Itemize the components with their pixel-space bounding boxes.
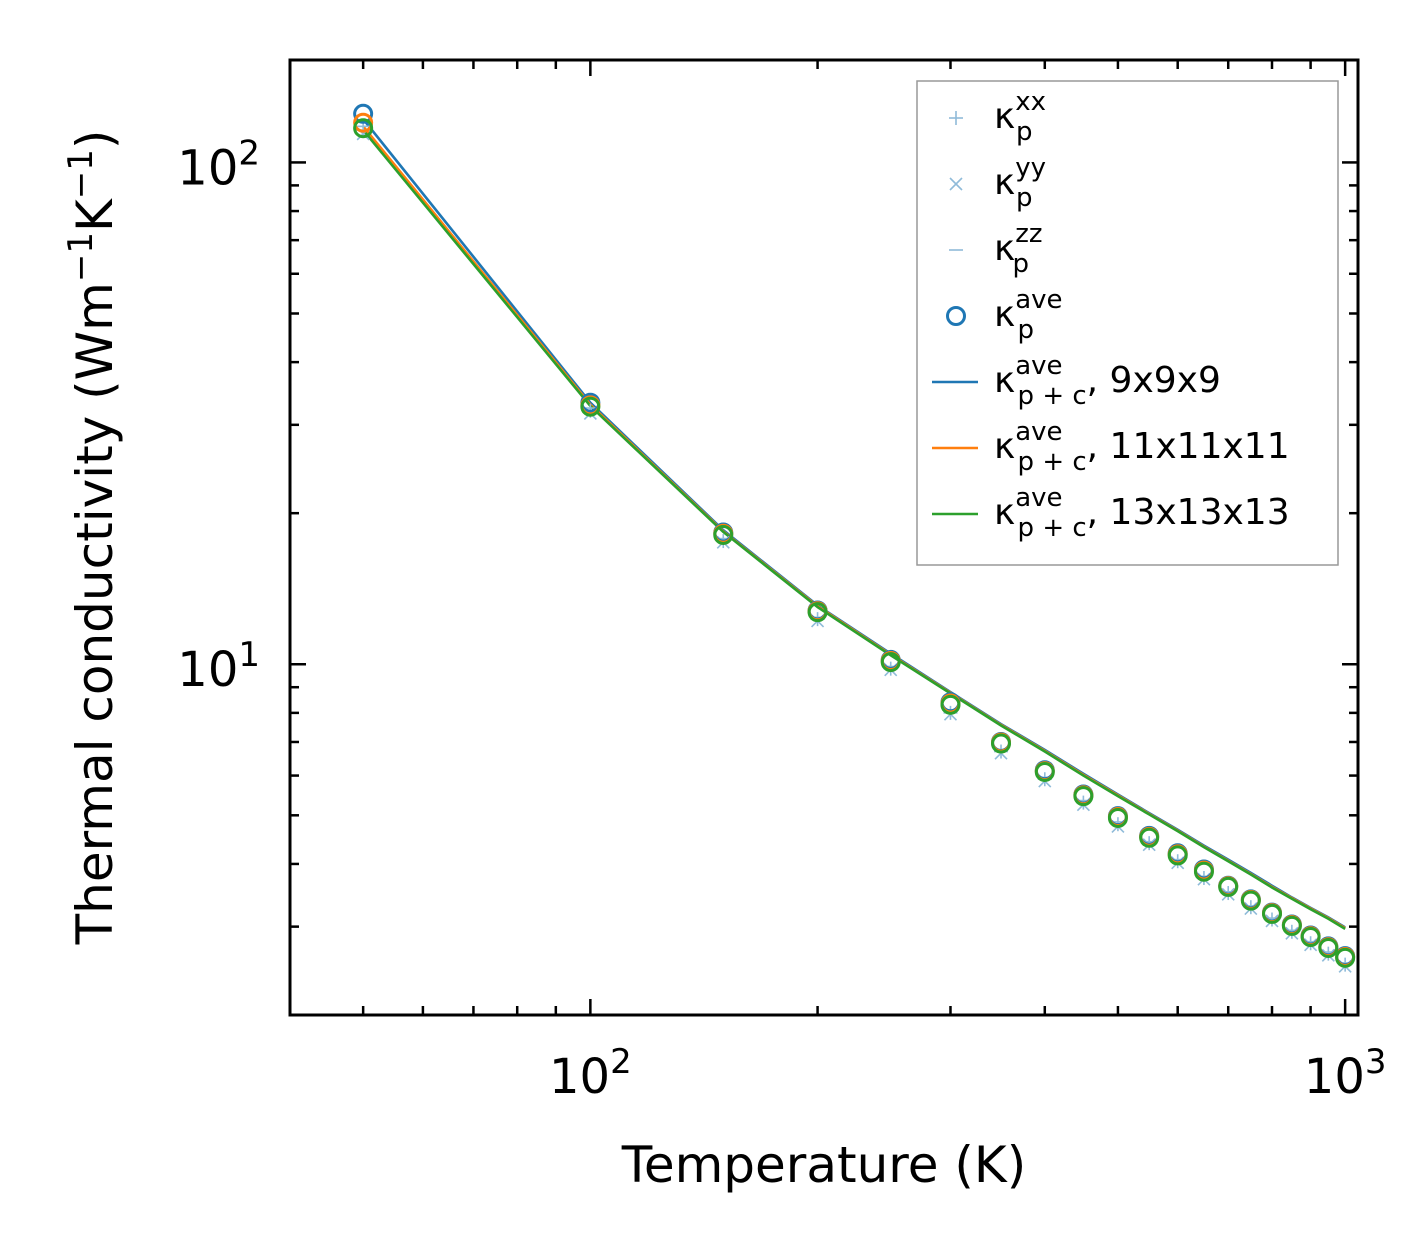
marker-kave-green	[880, 652, 901, 673]
marker-kave	[353, 103, 374, 124]
marker-kave-green	[1073, 786, 1094, 807]
y-tick-label: 101	[177, 635, 260, 698]
series-line-13x13x13	[362, 129, 1346, 930]
plot-area	[353, 103, 1356, 973]
marker-kave-green	[1193, 861, 1214, 882]
marker-kave-orange	[353, 112, 374, 133]
marker-kave-green	[1261, 903, 1282, 924]
marker-kave-green	[1281, 915, 1302, 936]
legend-swatch-kyy	[949, 177, 963, 191]
legend-entry-kyy: κyy p	[949, 153, 1046, 213]
legend-label-kyy: κyy p	[994, 153, 1046, 213]
marker-kave-green	[1318, 937, 1339, 958]
marker-kave-green	[991, 733, 1012, 754]
plot-frame	[288, 58, 1360, 1017]
tick-labels: 102 103 101 102	[177, 133, 1386, 1105]
marker-kave-green	[1139, 827, 1160, 848]
marker-kave-green	[1034, 761, 1055, 782]
x-tick-label: 102	[549, 1042, 632, 1105]
marker-kave-green	[940, 694, 961, 715]
marker-kave-green	[1167, 845, 1188, 866]
marker-kave-green	[1335, 947, 1356, 968]
marker-kave-green	[713, 524, 734, 545]
marker-kave-green	[807, 602, 828, 623]
legend-box	[916, 80, 1339, 566]
marker-kave-green	[580, 396, 601, 417]
marker-kave-green	[353, 118, 374, 139]
legend-entry-13x13x13: κave p + c, 13x13x13	[932, 483, 1290, 543]
legend-entry-11x11x11: κave p + c, 11x11x11	[932, 417, 1290, 477]
y-axis-label: Thermal conductivity (Wm−1K−1)	[61, 130, 124, 946]
y-tick-label: 102	[177, 133, 260, 196]
legend-label-kxx: κxx p	[994, 87, 1046, 147]
marker-kave-green	[1300, 927, 1321, 948]
legend-label-kave: κave p	[994, 285, 1063, 345]
x-axis-label: Temperature (K)	[621, 1136, 1026, 1194]
legend-label-13x13x13: κave p + c, 13x13x13	[994, 483, 1290, 543]
marker-kave-green	[1240, 890, 1261, 911]
x-tick-label: 103	[1304, 1042, 1387, 1105]
marker-kave-green	[1107, 807, 1128, 828]
legend-label-11x11x11: κave p + c, 11x11x11	[994, 417, 1290, 477]
legend-swatch-kave	[946, 306, 966, 326]
legend-swatch-kxx	[949, 111, 963, 125]
legend-entry-kxx: κxx p	[949, 87, 1046, 147]
legend-label-9x9x9: κave p + c, 9x9x9	[994, 351, 1221, 411]
legend-entry-kave: κave p	[946, 285, 1063, 345]
legend-entry-kzz: κzz p	[949, 219, 1043, 279]
legend-entry-9x9x9: κave p + c, 9x9x9	[932, 351, 1221, 411]
legend-label-kzz: κzz p	[994, 219, 1043, 279]
marker-kave-green	[1218, 876, 1239, 897]
